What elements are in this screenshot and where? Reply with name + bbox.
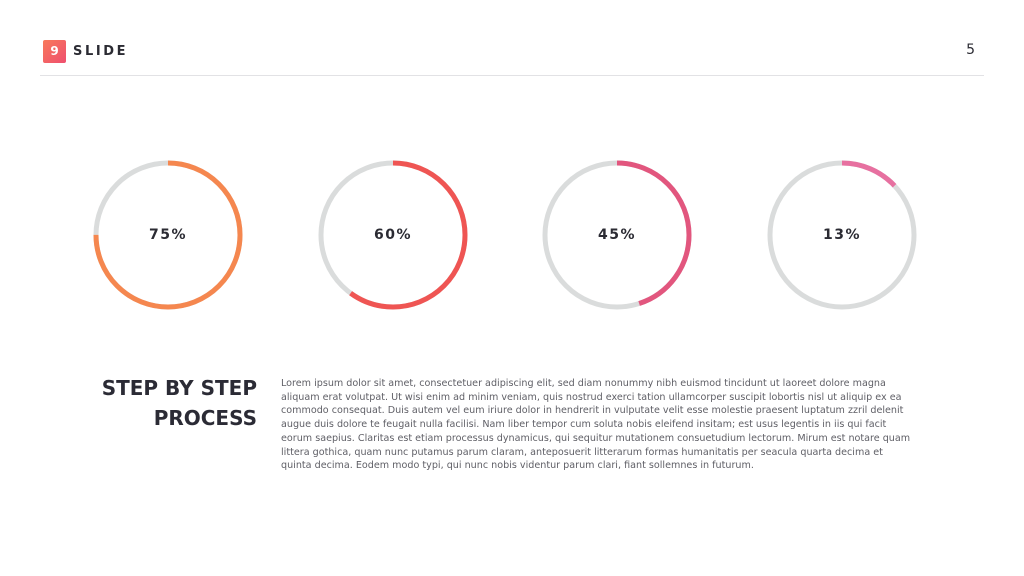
section-title: STEP BY STEP PROCESS bbox=[101, 376, 257, 430]
progress-ring-label: 45% bbox=[597, 227, 636, 243]
progress-ring-graphic bbox=[542, 160, 692, 310]
logo-text: SLIDE bbox=[73, 44, 129, 59]
logo-badge: 9 bbox=[43, 40, 66, 63]
progress-ring-label: 60% bbox=[373, 227, 412, 243]
slide-header: 9 SLIDE 5 bbox=[0, 0, 1024, 78]
page-number: 5 bbox=[966, 42, 975, 58]
progress-ring-3: 45% bbox=[542, 160, 692, 310]
progress-ring-graphic bbox=[318, 160, 468, 310]
progress-ring-label: 75% bbox=[148, 227, 187, 243]
progress-ring-1: 75% bbox=[93, 160, 243, 310]
progress-ring-graphic bbox=[767, 160, 917, 310]
progress-ring-4: 13% bbox=[767, 160, 917, 310]
header-divider bbox=[40, 75, 984, 76]
section-body-text: Lorem ipsum dolor sit amet, consectetuer… bbox=[281, 378, 911, 472]
progress-ring-graphic bbox=[93, 160, 243, 310]
progress-ring-2: 60% bbox=[318, 160, 468, 310]
progress-ring-label: 13% bbox=[822, 227, 861, 243]
